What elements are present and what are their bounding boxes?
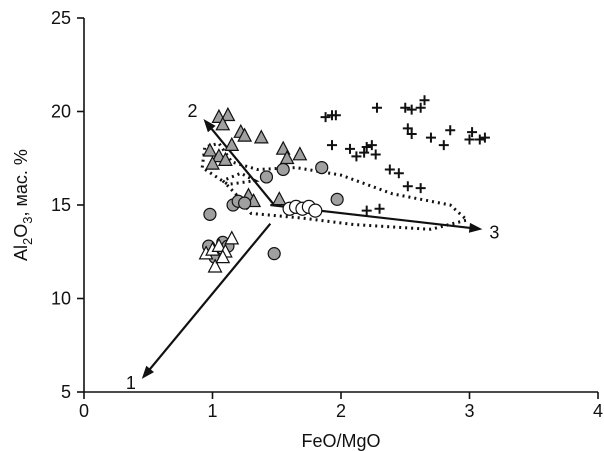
open-triangle-point [224, 230, 240, 245]
plus-point [406, 128, 417, 139]
plus-point [374, 203, 385, 214]
gray-circle-point [276, 162, 290, 177]
gray-triangle-point [215, 116, 231, 131]
y-axis-title-subscript-2: 3 [20, 216, 35, 223]
gray-triangle-point [237, 127, 253, 142]
trend-label-3: 3 [489, 222, 499, 242]
open-triangle-point [211, 237, 227, 252]
plus-point [479, 132, 490, 143]
y-axis-title-prefix: Al [11, 245, 31, 261]
open-triangle-point [207, 258, 223, 273]
y-tick-label: 20 [51, 102, 71, 122]
gray-circle-point [203, 207, 217, 221]
plus-point [474, 134, 485, 145]
plus-point [402, 123, 413, 134]
trend-arrow-2 [209, 126, 276, 206]
gray-triangle-point [205, 155, 220, 170]
plus-point [415, 183, 426, 194]
gray-circle-point [330, 192, 344, 206]
plus-point [351, 151, 362, 162]
plus-point [361, 205, 372, 216]
plus-point [438, 140, 449, 151]
plus-point [419, 95, 430, 106]
trend-arrowhead-1 [141, 365, 154, 379]
x-tick-label: 4 [593, 401, 603, 421]
plus-point [464, 134, 475, 145]
plus-point [359, 147, 370, 158]
gray-triangle-point [202, 142, 218, 157]
x-tick-label: 3 [464, 401, 474, 421]
plus-point [425, 132, 436, 143]
plus-point [406, 104, 417, 115]
plus-point [445, 125, 456, 136]
y-axis-title: Al2O3, мас. % [11, 149, 35, 261]
plus-point [393, 168, 404, 179]
data-markers [198, 95, 490, 273]
gray-triangle-point [279, 150, 295, 165]
plus-point [467, 127, 478, 138]
trend-arrowhead-2 [203, 119, 216, 133]
plus-point [371, 102, 382, 113]
trend-label-2: 2 [188, 101, 198, 121]
y-axis-title-middle: O [11, 224, 31, 238]
x-tick-label: 2 [336, 401, 346, 421]
plus-point [366, 140, 377, 151]
gray-circle-point [267, 247, 281, 261]
open-circle-point [308, 203, 323, 218]
gray-triangle-point [271, 191, 287, 206]
gray-circle-point [315, 161, 329, 175]
gray-triangle-point [224, 136, 240, 151]
x-tick-label: 1 [207, 401, 217, 421]
plus-point [344, 143, 355, 154]
field-outline-layer [200, 141, 470, 231]
plus-point [327, 140, 338, 151]
gray-circle-point [259, 170, 274, 184]
x-tick-label: 0 [79, 401, 89, 421]
plus-point [330, 110, 341, 121]
trend-label-1: 1 [126, 373, 136, 393]
trend-arrow-1 [147, 222, 272, 372]
gray-triangle-point [253, 129, 269, 144]
y-axis-title-subscript-1: 2 [20, 238, 35, 245]
open-triangle-point [215, 249, 231, 264]
gray-triangle-point [292, 146, 308, 161]
y-axis-title-suffix: , мас. % [11, 149, 31, 216]
trend-arrowhead-3 [468, 222, 483, 233]
gray-circle-point [238, 196, 252, 210]
plus-point [402, 181, 413, 192]
y-tick-label: 5 [61, 382, 71, 402]
plus-point [370, 149, 381, 160]
gray-triangle-point [220, 106, 236, 122]
plus-point [384, 164, 395, 175]
plus-point [400, 102, 411, 113]
x-axis-title: FeO/MgO [301, 431, 380, 451]
y-tick-label: 15 [51, 195, 71, 215]
plus-point [415, 102, 426, 113]
gray-triangle-point [275, 140, 291, 155]
dotted-field-outline [200, 141, 470, 231]
axes [77, 17, 599, 399]
trend-arrows [141, 119, 483, 379]
gray-triangle-point [217, 151, 233, 166]
y-tick-label: 25 [51, 8, 71, 28]
plus-point [320, 112, 331, 123]
y-tick-label: 10 [51, 289, 71, 309]
plus-point [361, 142, 372, 153]
